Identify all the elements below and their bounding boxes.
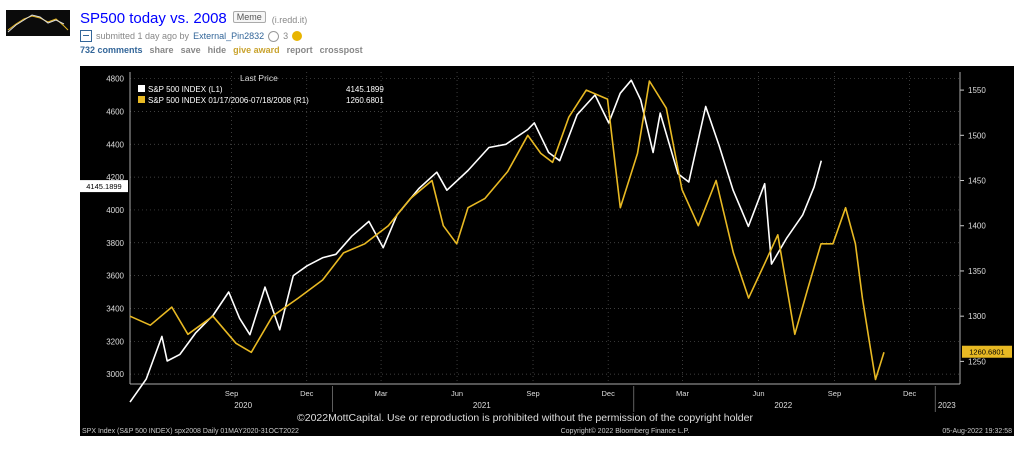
series-line-1 — [129, 79, 823, 403]
expando-button[interactable] — [80, 30, 92, 42]
author-link[interactable]: External_Pin2832 — [193, 31, 265, 41]
footer-center: Copyright© 2022 Bloomberg Finance L.P. — [561, 427, 690, 435]
year-tick-label: 2021 — [473, 401, 491, 410]
comments-link[interactable]: 732 comments — [80, 45, 143, 55]
post-entry: SP500 today vs. 2008 Meme (i.redd.it) su… — [80, 10, 1014, 55]
give-award-button[interactable]: give award — [233, 45, 280, 55]
right-current-value-box — [962, 345, 1012, 358]
left-tick-label: 4400 — [106, 140, 124, 149]
month-tick-label: Dec — [300, 389, 314, 398]
month-tick-label: Sep — [526, 389, 539, 398]
left-tick-label: 3200 — [106, 337, 124, 346]
post-actions: 732 comments share save hide give award … — [80, 45, 1014, 55]
right-tick-label: 1450 — [968, 177, 986, 186]
left-tick-label: 4200 — [106, 173, 124, 182]
report-button[interactable]: report — [286, 45, 313, 55]
year-tick-label: 2022 — [774, 401, 792, 410]
gold-award-icon — [292, 31, 303, 41]
submitted-text: submitted 1 day ago by — [96, 31, 190, 41]
left-tick-label: 3400 — [106, 304, 124, 313]
month-tick-label: Mar — [676, 389, 689, 398]
chart-axes: 3000 3200 3400 3600 3800 4000 4200 4400 4600 4800… — [80, 72, 1012, 412]
post-thumbnail[interactable] — [6, 10, 70, 36]
legend-swatch-gold — [138, 96, 145, 103]
right-current-value: 1260.6801 — [969, 348, 1004, 357]
left-tick-label: 4600 — [106, 107, 124, 116]
month-tick-label: Sep — [828, 389, 841, 398]
year-tick-label: 2020 — [234, 401, 252, 410]
left-current-value: 4145.1899 — [86, 182, 121, 191]
legend-swatch-white — [138, 85, 145, 92]
right-tick-label: 1550 — [968, 86, 986, 95]
left-tick-label: 3000 — [106, 370, 124, 379]
right-tick-label: 1500 — [968, 131, 986, 140]
chart-grid — [130, 72, 960, 384]
post-domain[interactable]: (i.redd.it) — [271, 15, 308, 25]
legend-header: Last Price — [240, 73, 278, 83]
hide-button[interactable]: hide — [207, 45, 227, 55]
post-title-link[interactable]: SP500 today vs. 2008 — [80, 10, 227, 27]
month-tick-label: Sep — [225, 389, 238, 398]
legend-series-2-value: 1260.6801 — [346, 96, 384, 105]
month-tick-label: Dec — [602, 389, 616, 398]
left-tick-label: 4000 — [106, 206, 124, 215]
legend-series-1-value: 4145.1899 — [346, 85, 384, 94]
right-tick-label: 1300 — [968, 312, 986, 321]
legend-series-2-name: S&P 500 INDEX 01/17/2006-07/18/2008 (R1) — [148, 96, 309, 105]
share-button[interactable]: share — [149, 45, 174, 55]
month-tick-label: Dec — [903, 389, 917, 398]
bloomberg-chart: 3000 3200 3400 3600 3800 4000 4200 4400 4600 4800… — [80, 72, 1012, 435]
series-line-2 — [129, 80, 885, 381]
footer-left: SPX Index (S&P 500 INDEX) spx2008 Daily … — [82, 428, 299, 435]
legend-series-1-name: S&P 500 INDEX (L1) — [148, 85, 223, 94]
chart-legend: Last Price S&P 500 INDEX (L1) 4145.1899 … — [138, 73, 384, 105]
post-flair[interactable]: Meme — [232, 11, 266, 23]
award-count: 3 — [283, 31, 289, 41]
right-tick-label: 1350 — [968, 267, 986, 276]
right-tick-label: 1250 — [968, 357, 986, 366]
footer-right: 05-Aug-2022 19:32:58 — [942, 428, 1012, 435]
left-tick-label: 4800 — [106, 75, 124, 84]
award-token-icon — [268, 30, 280, 42]
right-tick-label: 1400 — [968, 222, 986, 231]
month-tick-label: Jun — [752, 389, 764, 398]
month-tick-label: Jun — [451, 389, 463, 398]
left-tick-label: 3800 — [106, 239, 124, 248]
year-tick-label: 2023 — [938, 401, 956, 410]
crosspost-button[interactable]: crosspost — [319, 45, 363, 55]
left-tick-label: 3600 — [106, 272, 124, 281]
left-current-value-box — [80, 180, 128, 193]
month-tick-label: Mar — [375, 389, 388, 398]
chart-image[interactable]: 3000 3200 3400 3600 3800 4000 4200 4400 4600 4800… — [80, 66, 1014, 436]
watermark-text: ©2022MottCapital. Use or reproduction is… — [297, 412, 753, 424]
chart-lines — [129, 79, 885, 403]
save-button[interactable]: save — [180, 45, 201, 55]
thumbnail-chart — [7, 14, 69, 33]
